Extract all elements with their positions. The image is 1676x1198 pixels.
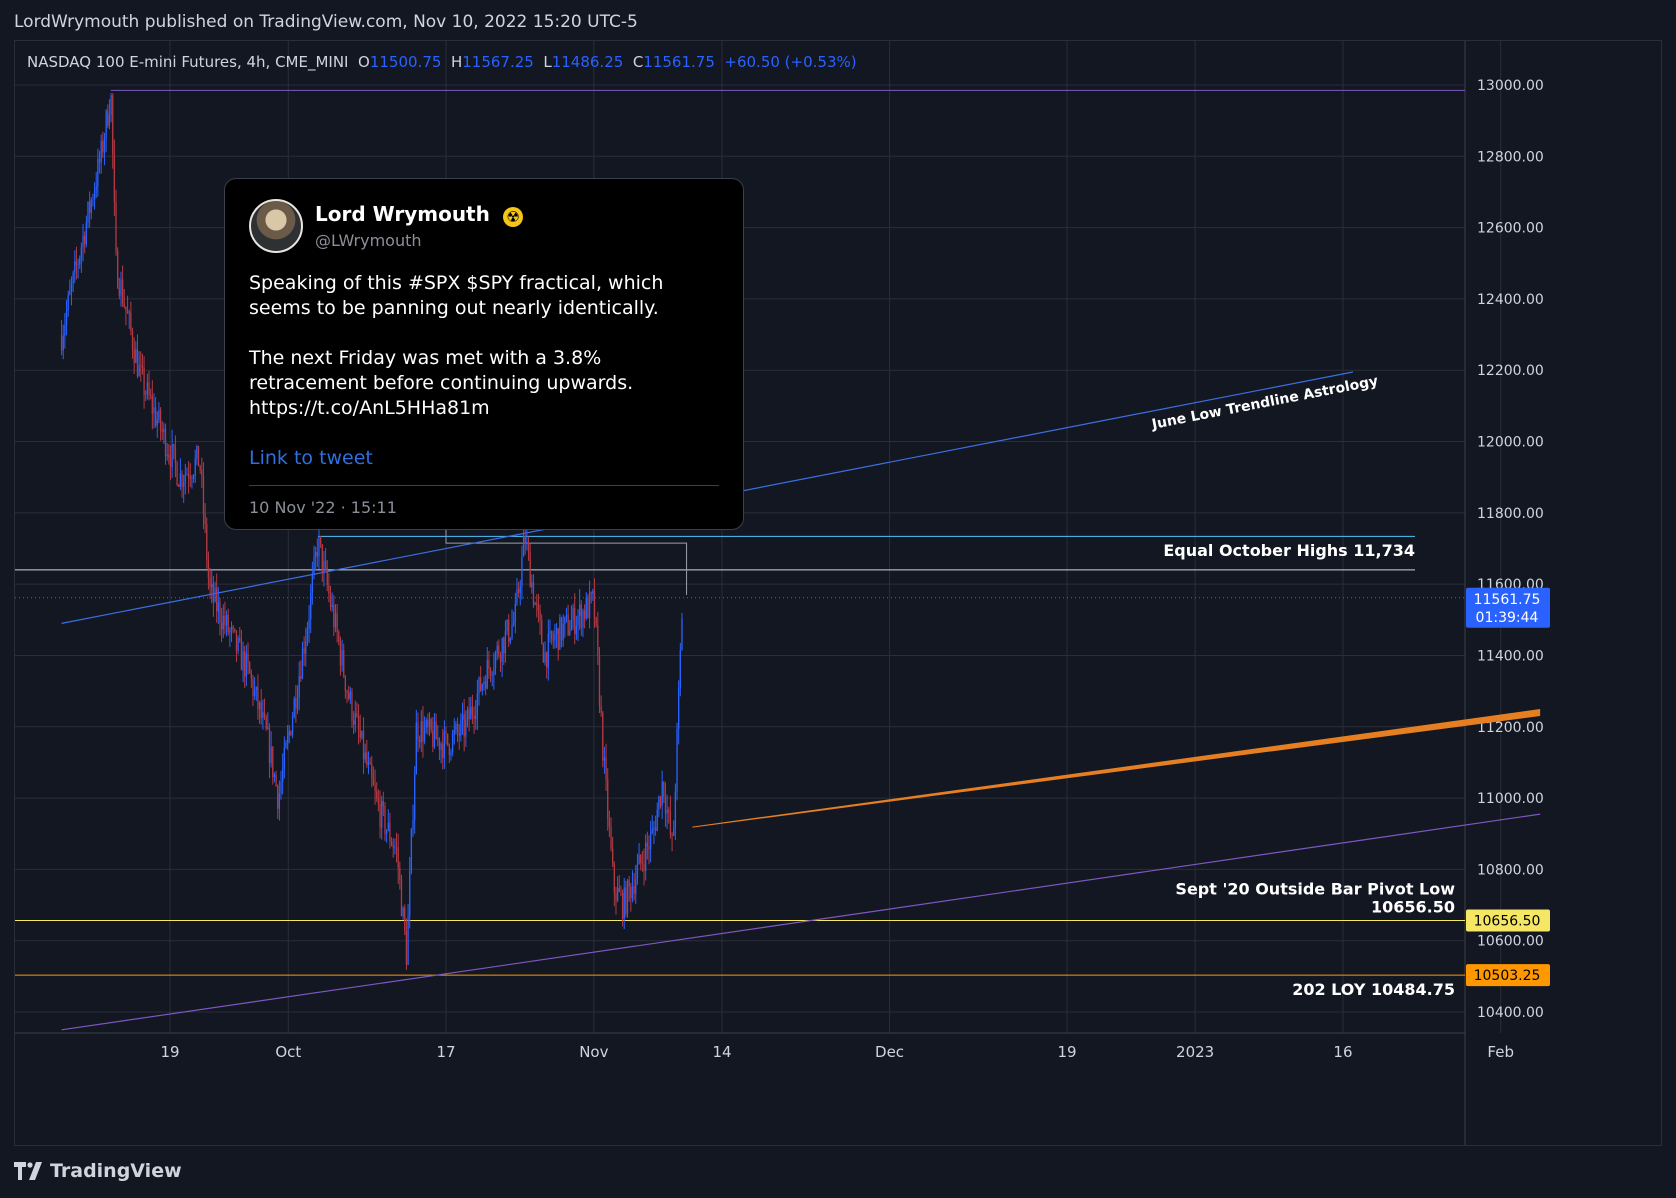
tweet-card[interactable]: Lord Wrymouth ☢ @LWrymouth Speaking of t… [224, 178, 744, 530]
publish-header: LordWrymouth published on TradingView.co… [14, 12, 638, 32]
y-tick-label: 12200.00 [1477, 363, 1544, 379]
tweet-date: 10 Nov '22 · 15:11 [249, 498, 397, 517]
level-price-tag-bg [1466, 909, 1550, 932]
x-tick-label: Dec [875, 1043, 904, 1061]
y-tick-label: 12400.00 [1477, 292, 1544, 308]
x-tick-label: Feb [1487, 1043, 1514, 1061]
y-tick-label: 11000.00 [1477, 791, 1544, 807]
tradingview-logo-text: TradingView [50, 1160, 182, 1182]
level-price-tag-bg [1466, 964, 1550, 987]
x-tick-label: Nov [579, 1043, 608, 1061]
y-tick-label: 13000.00 [1477, 78, 1544, 94]
y-tick-label: 11400.00 [1477, 648, 1544, 664]
tweet-divider [249, 485, 719, 486]
tweet-text: Speaking of this #SPX $SPY fractical, wh… [249, 272, 664, 419]
sept-20-pivot-low-label: Sept '20 Outside Bar Pivot Low [1175, 880, 1455, 899]
tradingview-logo-icon [14, 1162, 42, 1180]
equal-october-highs-label: Equal October Highs 11,734 [1163, 541, 1415, 560]
x-tick-label: 2023 [1176, 1043, 1214, 1061]
y-tick-label: 10800.00 [1477, 862, 1544, 878]
y-tick-label: 11800.00 [1477, 506, 1544, 522]
avatar[interactable] [249, 199, 303, 253]
y-tick-label: 12800.00 [1477, 149, 1544, 165]
last-price-tag-bg [1466, 587, 1550, 628]
price-chart[interactable]: 13000.00 12800.00 12600.00 12400.00 12200.00… [15, 41, 1661, 1145]
x-tick-label: 19 [1057, 1043, 1076, 1061]
last-price-tag: 11561.75 [1474, 592, 1541, 608]
y-tick-label: 11200.00 [1477, 720, 1544, 736]
candles [60, 93, 683, 970]
x-tick-label: 19 [160, 1043, 179, 1061]
y-tick-label: 10400.00 [1477, 1005, 1544, 1021]
ohlc-legend: NASDAQ 100 E-mini Futures, 4h, CME_MINI … [27, 53, 857, 72]
chart-frame[interactable]: 13000.00 12800.00 12600.00 12400.00 12200.00… [14, 40, 1662, 1146]
x-tick-label: 14 [712, 1043, 731, 1061]
loy-label: 202 LOY 10484.75 [1292, 980, 1455, 999]
x-tick-label: Oct [275, 1043, 301, 1061]
tradingview-logo[interactable]: TradingView [14, 1160, 182, 1182]
purple-trendline [61, 813, 1541, 1031]
radioactive-icon: ☢ [502, 206, 523, 227]
y-tick-label: 12000.00 [1477, 435, 1544, 451]
x-tick-label: 17 [436, 1043, 455, 1061]
tweet-link[interactable]: Link to tweet [249, 447, 373, 469]
x-tick-label: 16 [1333, 1043, 1352, 1061]
y-tick-label: 10600.00 [1477, 934, 1544, 950]
level-price-tag: 10656.50 [1474, 914, 1541, 930]
y-tick-label: 12600.00 [1477, 221, 1544, 237]
orange-trendline [692, 709, 1541, 828]
tweet-handle[interactable]: @LWrymouth [315, 230, 422, 250]
sept-20-pivot-low-value: 10656.50 [1371, 898, 1455, 917]
last-price-tag-countdown: 01:39:44 [1476, 610, 1539, 626]
level-price-tag: 10503.25 [1474, 968, 1541, 984]
tweet-author-name[interactable]: Lord Wrymouth [315, 202, 490, 227]
trendline-label: June Low Trendline Astrology [1150, 373, 1380, 433]
